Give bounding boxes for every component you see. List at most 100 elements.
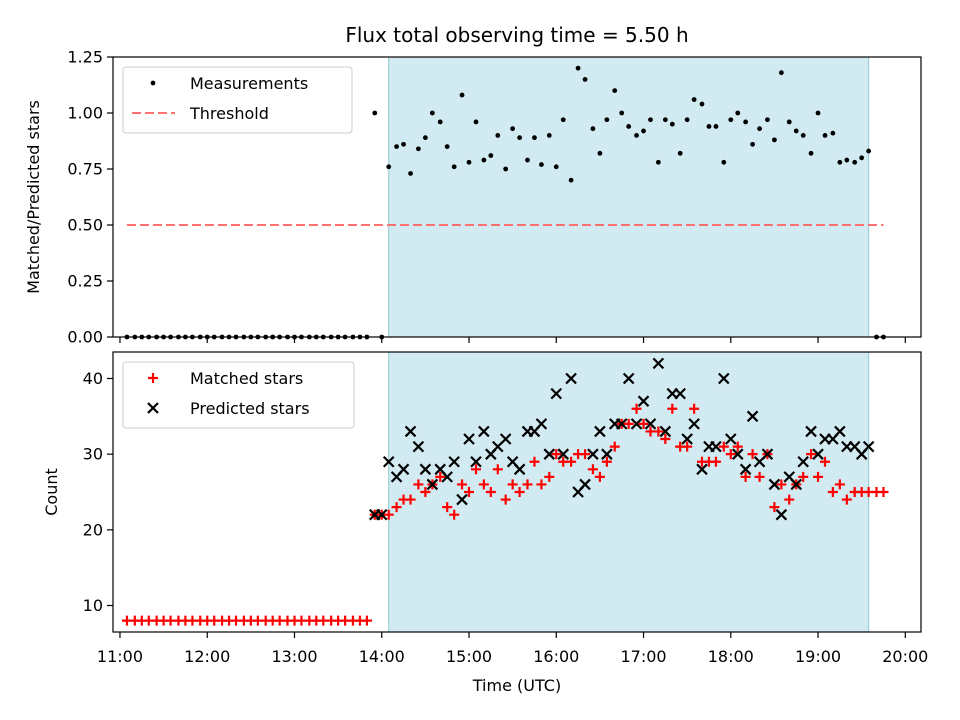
bottom-panel-legend: Matched stars Predicted stars	[122, 361, 355, 429]
predicted-star-point	[644, 418, 657, 430]
legend-label: Measurements	[190, 74, 308, 93]
measurement-point	[793, 128, 799, 134]
matched-star-point	[536, 479, 547, 490]
measurement-point	[662, 117, 668, 123]
measurement-point	[597, 150, 603, 156]
matched-star-point	[544, 471, 555, 482]
predicted-star-point	[404, 425, 417, 438]
matched-star-point	[420, 487, 431, 497]
predicted-star-point	[622, 372, 635, 385]
predicted-star-point	[637, 395, 650, 407]
measurement-point	[372, 110, 378, 116]
measurement-point	[844, 157, 850, 163]
predicted-star-point	[718, 372, 730, 385]
matched-star-point	[464, 487, 475, 497]
measurement-point	[648, 117, 653, 123]
predicted-star-point	[557, 448, 570, 460]
measurement-point	[495, 133, 501, 138]
matched-star-point	[841, 494, 852, 505]
measurement-point	[852, 159, 858, 165]
measurement-point	[503, 166, 509, 172]
predicted-star-point	[419, 463, 432, 476]
predicted-star-point	[579, 478, 591, 491]
x-tick-label: 15:00	[446, 647, 492, 666]
measurement-point	[778, 70, 784, 76]
x-axis-title: Time (UTC)	[472, 676, 561, 695]
matched-star-point	[710, 456, 721, 467]
measurement-point	[539, 162, 544, 167]
predicted-star-point	[805, 425, 817, 438]
measurement-point	[859, 155, 865, 161]
matched-star-point	[449, 509, 460, 520]
matched-star-point	[478, 479, 489, 490]
measurement-point	[386, 164, 392, 170]
predicted-star-point	[594, 425, 606, 438]
measurement-point	[721, 159, 727, 165]
x-tick-label: 20:00	[882, 647, 928, 666]
measurement-point	[706, 124, 712, 129]
predicted-star-point	[601, 448, 613, 460]
matched-star-point	[689, 403, 700, 414]
measurement-point	[590, 126, 596, 132]
matched-star-point	[609, 441, 620, 452]
matched-star-point	[638, 418, 649, 429]
legend-label: Matched stars	[190, 369, 303, 388]
matched-star-point	[740, 471, 751, 482]
predicted-star-point	[834, 425, 846, 438]
matched-star-point	[806, 449, 817, 460]
predicted-star-point	[375, 508, 388, 521]
predicted-star-point	[768, 478, 781, 491]
predicted-star-point	[775, 508, 788, 521]
predicted-star-point	[397, 463, 410, 476]
legend-box	[122, 361, 355, 429]
measurement-point	[553, 164, 559, 170]
y-tick-label: 0.00	[67, 328, 103, 347]
measurement-point	[612, 88, 618, 93]
bottom-panel-counts	[121, 357, 889, 626]
predicted-star-point	[412, 440, 425, 453]
measurement-point	[684, 117, 690, 123]
measurement-point	[677, 150, 683, 156]
predicted-star-point	[674, 387, 686, 400]
predicted-star-point	[543, 448, 556, 460]
predicted-star-point	[499, 433, 512, 445]
predicted-star-point	[681, 433, 693, 445]
matched-star-point	[725, 449, 736, 460]
matched-star-point	[594, 471, 605, 482]
predicted-star-point	[812, 448, 824, 460]
measurement-point	[459, 92, 465, 98]
predicted-star-point	[659, 425, 672, 438]
matched-star-point	[834, 479, 845, 490]
matched-star-point	[769, 502, 780, 513]
matched-star-point	[747, 449, 758, 460]
matched-star-point	[507, 479, 518, 490]
measurement-point	[655, 159, 661, 165]
matched-star-point	[631, 403, 642, 414]
measurement-point	[582, 77, 588, 82]
matched-star-point	[827, 487, 838, 497]
x-tick-label: 17:00	[620, 647, 666, 666]
legend-label: Threshold	[189, 104, 269, 123]
matched-star-point	[623, 418, 634, 429]
predicted-star-point	[615, 418, 628, 430]
matched-star-point	[470, 464, 481, 475]
measurement-point	[422, 135, 428, 141]
measurement-point	[713, 124, 719, 129]
matched-star-point	[601, 456, 612, 467]
matched-star-point	[551, 449, 562, 460]
measurement-point	[415, 146, 421, 152]
top-panel-legend: Measurements Threshold	[122, 66, 353, 134]
predicted-star-point	[382, 455, 395, 468]
matched-star-point	[435, 471, 446, 482]
measurement-point	[743, 119, 749, 125]
matched-star-point	[784, 494, 795, 505]
legend-measurement-marker	[150, 80, 156, 86]
y-tick-label: 0.25	[67, 272, 103, 291]
predicted-star-point	[652, 357, 665, 370]
measurement-point	[466, 159, 472, 165]
matched-star-point	[813, 471, 824, 482]
matched-star-point	[492, 464, 503, 475]
bottom-y-axis-title: Count	[42, 468, 61, 516]
chart-title: Flux total observing time = 5.50 h	[345, 23, 688, 47]
plot-frame	[112, 56, 922, 338]
